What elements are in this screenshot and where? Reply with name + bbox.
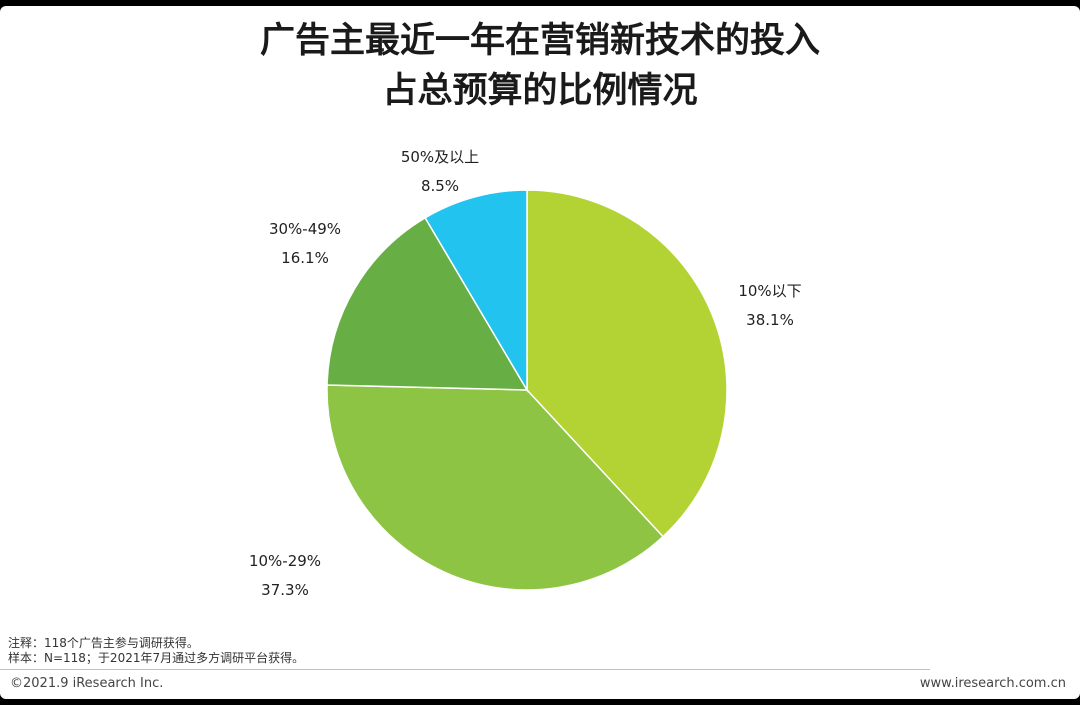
chart-title: 广告主最近一年在营销新技术的投入 占总预算的比例情况 [0,16,1080,116]
slice-value-label-3: 16.1% [281,249,329,267]
slice-value-label-4: 8.5% [421,177,459,195]
pie-slices [326,189,728,591]
note-line-2: 样本：N=118；于2021年7月通过多方调研平台获得。 [8,651,305,665]
pie-slice-1 [526,189,728,538]
slice-value-label-2: 37.3% [261,581,309,599]
report-frame: 广告主最近一年在营销新技术的投入 占总预算的比例情况 10%以下 38.1% 10%… [0,6,1080,699]
slice-label-3: 30%-49% [269,220,341,238]
copyright-text: ©2021.9 iResearch Inc. [10,676,164,691]
slice-value-label-1: 38.1% [746,311,794,329]
slice-label-4: 50%及以上 [401,148,479,166]
chart-title-line-1: 广告主最近一年在营销新技术的投入 [259,21,820,61]
pie-slice-4 [424,189,528,393]
slice-label-1: 10%以下 [738,282,801,300]
notes: 注释：118个广告主参与调研获得。 样本：N=118；于2021年7月通过多方调… [8,636,304,666]
chart-title-line-2: 占总预算的比例情况 [382,71,698,111]
website-text: www.iresearch.com.cn [919,676,1066,691]
slice-label-2: 10%-29% [249,552,321,570]
pie-slice-2 [326,384,665,591]
pie-slice-3 [326,216,529,391]
note-line-1: 注释：118个广告主参与调研获得。 [8,636,199,650]
pie-chart: 10%以下 38.1% 10%-29% 37.3% 30%-49% 16.1% 50%及以上… [249,148,802,599]
footer-divider [0,669,930,670]
pie-labels: 10%以下 38.1% 10%-29% 37.3% 30%-49% 16.1% 50%及以上… [249,148,802,599]
